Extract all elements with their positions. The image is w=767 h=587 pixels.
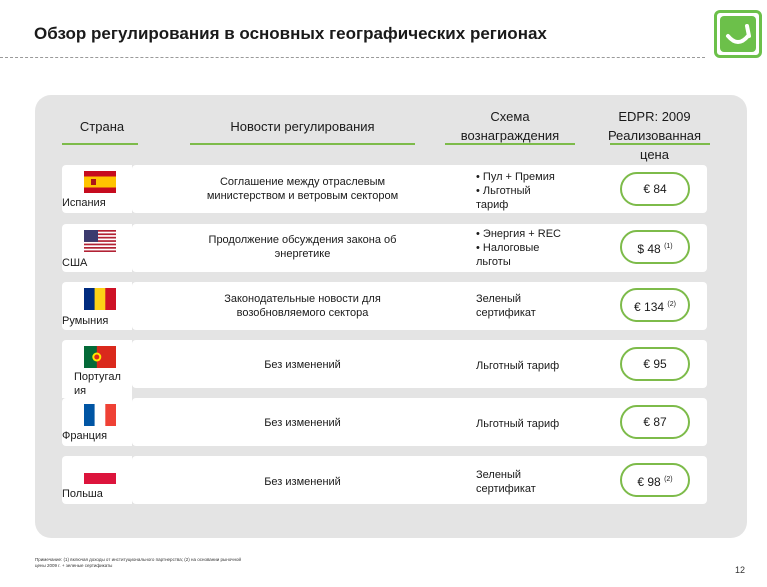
scheme-line: сертификат	[476, 307, 536, 319]
scheme-line: • Льготный	[476, 185, 531, 197]
scheme-text: Льготный тариф	[476, 359, 586, 373]
price-badge: € 95	[620, 347, 690, 381]
header-news: Новости регулирования	[230, 119, 375, 134]
footnote-line: цены 2009 г. + зеленые сертификаты	[35, 563, 113, 568]
price-value: € 84	[643, 182, 667, 196]
price-footnote-ref: (1)	[664, 243, 673, 250]
scheme-line: • Налоговые	[476, 242, 540, 254]
price-value: € 98	[637, 475, 661, 489]
price-badge: $ 48 (1)	[620, 230, 690, 264]
price-badge: € 134 (2)	[620, 288, 690, 322]
portugal-flag-icon	[84, 346, 116, 368]
country-name: Испания	[62, 197, 106, 209]
page-number: 12	[735, 565, 746, 575]
country-name: Франция	[62, 430, 108, 442]
price-badge: € 84	[620, 172, 690, 206]
smile-logo-icon	[714, 10, 762, 58]
news-line: Без изменений	[264, 359, 341, 371]
scheme-line: Льготный тариф	[476, 360, 560, 372]
news-line: энергетике	[274, 248, 331, 260]
header-price-line2: Реализованная	[607, 128, 702, 143]
news-line: Без изменений	[264, 476, 341, 488]
scheme-text: Льготный тариф	[476, 417, 586, 431]
header-scheme-line1: Схема	[490, 109, 530, 124]
table-row	[132, 165, 707, 213]
country-line: ия	[74, 385, 87, 397]
usa-flag-icon	[84, 230, 116, 252]
country-name: Португал ия	[62, 370, 132, 398]
country-name: США	[62, 257, 88, 269]
scheme-line: • Энергия + REC	[476, 228, 561, 240]
country-name: Румыния	[62, 315, 109, 327]
header-scheme-line2: вознаграждения	[460, 128, 560, 143]
country-name: Польша	[62, 488, 103, 500]
title-divider	[0, 57, 705, 58]
news-line: министерством и ветровым сектором	[206, 190, 399, 202]
table-row	[132, 398, 707, 446]
price-value: € 87	[643, 415, 667, 429]
news-line: Без изменений	[264, 417, 341, 429]
price-value: $ 48	[637, 242, 661, 256]
footnote-line: Примечание: (1) включая доходы от инстит…	[35, 557, 242, 562]
scheme-line: • Пул + Премия	[476, 171, 555, 183]
table-row	[132, 282, 707, 330]
scheme-line: Зеленый	[476, 293, 522, 305]
news-line: Соглашение между отраслевым	[219, 176, 386, 188]
news-line: Продолжение обсуждения закона об	[208, 234, 397, 246]
header-news-rule	[190, 143, 415, 145]
romania-flag-icon	[84, 288, 116, 310]
news-line: Законодательные новости для	[224, 293, 381, 305]
country-line: Португал	[74, 371, 121, 383]
price-badge: € 98 (2)	[620, 463, 690, 497]
scheme-text: Зеленый сертификат	[476, 468, 586, 496]
news-text: Соглашение между отраслевым министерство…	[190, 175, 415, 203]
footnote: Примечание: (1) включая доходы от инстит…	[35, 557, 315, 569]
header-price-line1: EDPR: 2009	[618, 109, 691, 124]
header-price-line3: цена	[640, 147, 669, 162]
scheme-text: Зеленый сертификат	[476, 292, 586, 320]
price-footnote-ref: (2)	[667, 301, 676, 308]
price-footnote-ref: (2)	[664, 476, 673, 483]
scheme-line: льготы	[476, 256, 511, 268]
scheme-line: тариф	[476, 199, 509, 211]
news-line: возобновляемого сектора	[236, 307, 369, 319]
scheme-line: Льготный тариф	[476, 418, 560, 430]
header-scheme-rule	[445, 143, 575, 145]
price-badge: € 87	[620, 405, 690, 439]
price-value: € 134	[634, 300, 665, 314]
logo-inner	[720, 16, 756, 52]
table-row	[132, 340, 707, 388]
france-flag-icon	[84, 404, 116, 426]
header-price-rule	[610, 143, 710, 145]
news-text: Законодательные новости для возобновляем…	[190, 292, 415, 320]
header-price: EDPR: 2009 Реализованная цена	[597, 107, 712, 164]
table-row	[132, 456, 707, 504]
scheme-line: сертификат	[476, 483, 536, 495]
poland-flag-icon	[84, 462, 116, 484]
scheme-text: • Энергия + REC • Налоговые льготы	[476, 227, 586, 269]
news-text: Продолжение обсуждения закона об энергет…	[190, 233, 415, 261]
header-scheme: Схема вознаграждения	[445, 107, 575, 145]
page-title: Обзор регулирования в основных географич…	[34, 24, 547, 43]
header-country: Страна	[79, 119, 125, 134]
news-text: Без изменений	[190, 416, 415, 430]
smile-shape	[726, 24, 751, 44]
spain-flag-icon	[84, 171, 116, 193]
table-row	[132, 224, 707, 272]
scheme-line: Зеленый	[476, 469, 522, 481]
news-text: Без изменений	[190, 475, 415, 489]
header-country-rule	[62, 143, 138, 145]
price-value: € 95	[643, 357, 667, 371]
news-text: Без изменений	[190, 358, 415, 372]
scheme-text: • Пул + Премия • Льготный тариф	[476, 170, 586, 212]
